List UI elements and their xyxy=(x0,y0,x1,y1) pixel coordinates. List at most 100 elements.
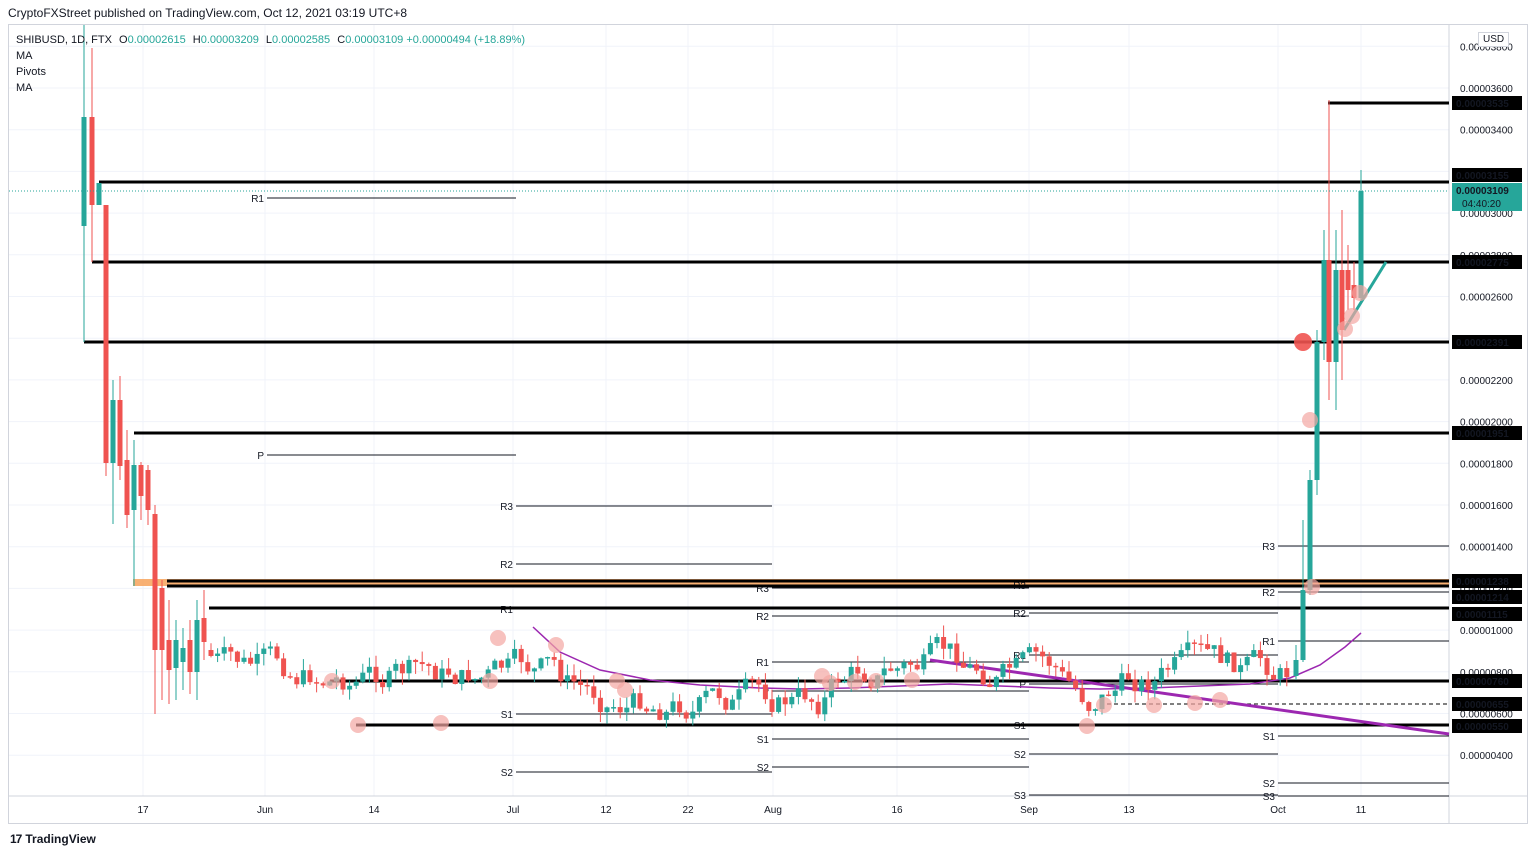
candle-body[interactable] xyxy=(967,664,973,668)
candle-body[interactable] xyxy=(347,685,353,690)
candle-body[interactable] xyxy=(683,712,689,719)
currency-button[interactable]: USD xyxy=(1478,32,1510,47)
candle-body[interactable] xyxy=(413,659,419,663)
candle-body[interactable] xyxy=(861,673,867,682)
candle-body[interactable] xyxy=(1277,668,1283,680)
candle-body[interactable] xyxy=(274,646,280,659)
candle-body[interactable] xyxy=(201,618,207,642)
indicator-ma-2[interactable]: MA xyxy=(16,82,33,94)
candle-body[interactable] xyxy=(1059,667,1065,672)
candle-body[interactable] xyxy=(117,400,123,466)
candle-body[interactable] xyxy=(479,677,485,680)
candle-body[interactable] xyxy=(1211,645,1217,649)
candle-body[interactable] xyxy=(756,679,762,685)
candle-body[interactable] xyxy=(124,460,130,515)
candle-body[interactable] xyxy=(281,658,287,677)
candle-body[interactable] xyxy=(855,666,861,674)
candle-body[interactable] xyxy=(802,688,808,700)
candle-body[interactable] xyxy=(221,647,227,654)
candle-body[interactable] xyxy=(729,699,735,710)
candle-body[interactable] xyxy=(677,701,683,713)
candle-body[interactable] xyxy=(1152,681,1158,690)
candle-body[interactable] xyxy=(1073,680,1079,689)
candle-body[interactable] xyxy=(1284,668,1290,678)
candle-body[interactable] xyxy=(558,659,564,682)
candle-body[interactable] xyxy=(166,640,172,670)
candle-body[interactable] xyxy=(941,637,947,649)
candle-body[interactable] xyxy=(1007,664,1013,668)
candle-body[interactable] xyxy=(1165,667,1171,670)
candle-body[interactable] xyxy=(703,690,709,698)
candle-body[interactable] xyxy=(1119,673,1125,691)
candle-body[interactable] xyxy=(138,465,144,496)
candle-body[interactable] xyxy=(545,657,551,659)
candle-body[interactable] xyxy=(294,677,300,685)
candle-body[interactable] xyxy=(1112,690,1118,696)
candle-body[interactable] xyxy=(1000,664,1006,677)
candle-body[interactable] xyxy=(366,666,372,673)
candle-body[interactable] xyxy=(1251,650,1257,657)
candle-body[interactable] xyxy=(518,648,524,663)
candle-body[interactable] xyxy=(1106,694,1112,697)
candle-body[interactable] xyxy=(835,678,841,683)
candle-body[interactable] xyxy=(571,675,577,682)
candle-body[interactable] xyxy=(650,709,656,712)
candle-body[interactable] xyxy=(723,698,729,710)
candle-body[interactable] xyxy=(822,697,828,715)
candle-body[interactable] xyxy=(776,697,782,712)
candle-body[interactable] xyxy=(1139,679,1145,692)
candle-body[interactable] xyxy=(525,662,531,672)
candle-body[interactable] xyxy=(1125,673,1131,680)
candle-body[interactable] xyxy=(597,697,603,713)
candle-body[interactable] xyxy=(1092,709,1098,711)
candle-body[interactable] xyxy=(901,662,907,669)
candle-body[interactable] xyxy=(131,465,137,510)
candle-body[interactable] xyxy=(512,648,518,659)
candle-body[interactable] xyxy=(538,658,544,669)
candle-body[interactable] xyxy=(241,657,247,662)
candle-body[interactable] xyxy=(248,657,254,664)
candle-body[interactable] xyxy=(1053,665,1059,668)
candle-body[interactable] xyxy=(419,662,425,665)
candle-body[interactable] xyxy=(208,650,214,656)
candle-body[interactable] xyxy=(670,701,676,712)
candle-body[interactable] xyxy=(564,675,570,682)
candle-body[interactable] xyxy=(1218,645,1224,663)
candle-body[interactable] xyxy=(215,653,221,656)
candle-body[interactable] xyxy=(848,666,854,681)
candle-body[interactable] xyxy=(110,400,116,463)
candle-body[interactable] xyxy=(406,659,412,674)
candle-body[interactable] xyxy=(1358,191,1364,298)
candle-body[interactable] xyxy=(498,660,504,668)
candle-body[interactable] xyxy=(617,707,623,713)
candle-body[interactable] xyxy=(373,666,379,682)
candle-body[interactable] xyxy=(782,697,788,705)
candle-body[interactable] xyxy=(690,711,696,719)
candle-body[interactable] xyxy=(974,664,980,671)
candle-body[interactable] xyxy=(300,670,306,685)
candle-body[interactable] xyxy=(1300,590,1306,660)
candle-body[interactable] xyxy=(960,662,966,668)
candle-body[interactable] xyxy=(1178,650,1184,658)
candle-body[interactable] xyxy=(152,514,158,650)
candle-body[interactable] xyxy=(439,668,445,680)
candle-body[interactable] xyxy=(1257,650,1263,659)
candle-body[interactable] xyxy=(842,680,848,683)
candle-body[interactable] xyxy=(1046,656,1052,666)
candle-body[interactable] xyxy=(1307,480,1313,590)
candle-body[interactable] xyxy=(340,677,346,690)
candle-body[interactable] xyxy=(531,668,537,672)
candle-body[interactable] xyxy=(809,699,815,702)
candle-body[interactable] xyxy=(749,678,755,681)
candle-body[interactable] xyxy=(743,678,749,690)
candle-body[interactable] xyxy=(145,470,151,510)
candle-body[interactable] xyxy=(1264,658,1270,675)
candle-body[interactable] xyxy=(432,665,438,680)
candle-body[interactable] xyxy=(187,640,193,672)
candle-body[interactable] xyxy=(1086,702,1092,711)
candle-body[interactable] xyxy=(472,678,478,681)
candle-body[interactable] xyxy=(1033,647,1039,652)
candle-body[interactable] xyxy=(762,684,768,700)
candle-body[interactable] xyxy=(81,117,87,226)
candle-body[interactable] xyxy=(1293,660,1299,676)
